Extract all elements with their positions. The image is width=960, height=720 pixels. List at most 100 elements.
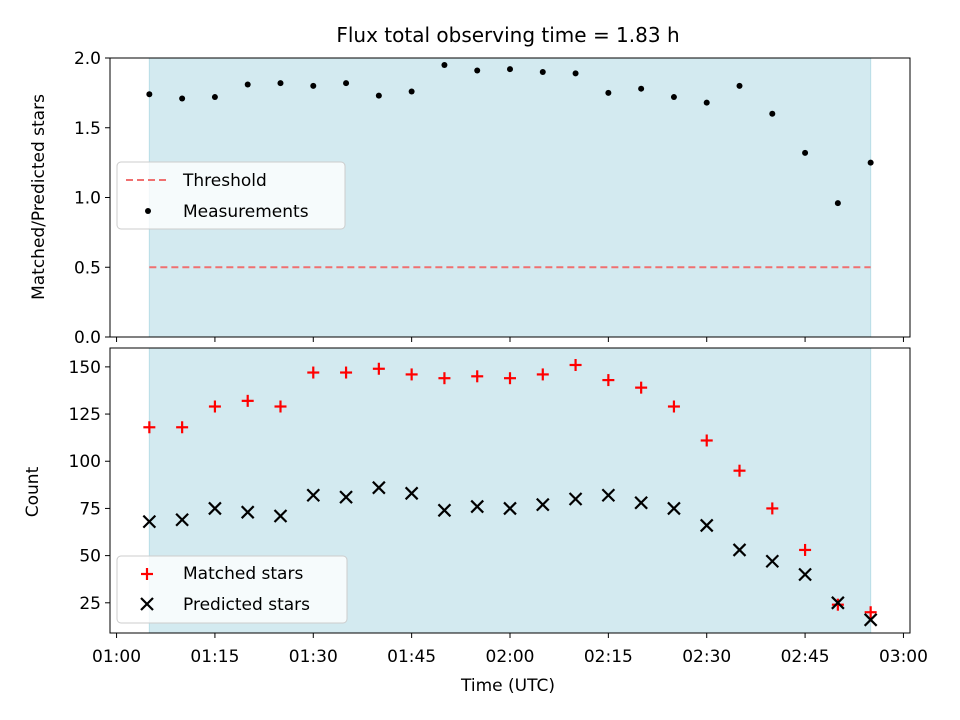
predicted-star-point bbox=[339, 490, 353, 504]
measurement-point bbox=[605, 89, 612, 96]
bottom-y-ticks: 25 50 75 100 125 150 bbox=[69, 358, 110, 614]
measurement-point bbox=[703, 99, 710, 106]
matched-star-point bbox=[438, 372, 451, 385]
predicted-star-d2 bbox=[339, 490, 353, 504]
matched-star-point bbox=[471, 370, 484, 383]
top-legend: Threshold Measurements bbox=[116, 161, 346, 230]
predicted-star-d2 bbox=[667, 501, 681, 516]
predicted-star-d2 bbox=[175, 512, 189, 527]
predicted-star-point bbox=[798, 567, 812, 582]
top-panel: 0.0 0.5 1.0 1.5 2.0 Flux total observing tim… bbox=[29, 23, 911, 348]
predicted-star-d2 bbox=[142, 514, 157, 529]
predicted-star-d2 bbox=[798, 567, 812, 582]
predicted-star-point bbox=[306, 488, 321, 502]
matched-star-point bbox=[569, 358, 582, 371]
predicted-star-point bbox=[437, 503, 452, 518]
measurement-point bbox=[211, 94, 218, 101]
predicted-star-point bbox=[634, 495, 648, 510]
bottom-y-tick-label: 75 bbox=[79, 499, 101, 519]
measurement-points bbox=[146, 61, 874, 207]
legend-threshold-label: Threshold bbox=[182, 171, 267, 191]
matched-star-point bbox=[864, 606, 877, 619]
matched-star-point bbox=[799, 543, 812, 556]
bottom-y-tick-label: 125 bbox=[69, 405, 101, 425]
matched-star-point bbox=[831, 598, 844, 611]
predicted-star-d2 bbox=[634, 495, 648, 510]
legend-measurements-swatch bbox=[145, 208, 151, 214]
top-title: Flux total observing time = 1.83 h bbox=[336, 23, 679, 47]
predicted-star-d2 bbox=[831, 596, 845, 610]
predicted-star-d2 bbox=[503, 501, 517, 516]
predicted-star-point bbox=[240, 505, 255, 519]
bottom-x-tick-label: 02:45 bbox=[781, 647, 830, 667]
measurement-point bbox=[441, 61, 448, 68]
predicted-star-d2 bbox=[732, 543, 747, 557]
predicted-star-d2 bbox=[240, 505, 255, 519]
matched-star-point bbox=[733, 464, 746, 477]
predicted-star-point bbox=[273, 509, 288, 523]
predicted-star-point bbox=[208, 501, 222, 516]
predicted-star-point bbox=[142, 514, 157, 529]
bottom-y-tick-label: 150 bbox=[69, 358, 101, 378]
matched-star-point bbox=[176, 421, 189, 434]
legend-matched-label: Matched stars bbox=[183, 564, 303, 584]
matched-star-point bbox=[504, 372, 516, 385]
measurement-point bbox=[179, 95, 186, 102]
bottom-legend-box bbox=[116, 555, 348, 624]
predicted-star-d2 bbox=[536, 497, 550, 512]
bottom-x-tick-label: 03:00 bbox=[879, 647, 928, 667]
matched-star-point bbox=[274, 400, 287, 413]
bottom-x-tick-label: 01:00 bbox=[92, 647, 141, 667]
predicted-star-d2 bbox=[273, 509, 288, 523]
predicted-star-d2 bbox=[601, 488, 616, 502]
bottom-x-tick-label: 01:15 bbox=[190, 647, 239, 667]
top-y-axis-label: Matched/Predicted stars bbox=[29, 94, 49, 300]
top-y-ticks: 0.0 0.5 1.0 1.5 2.0 bbox=[74, 49, 110, 348]
predicted-star-point bbox=[732, 543, 747, 557]
top-y-tick-label: 1.5 bbox=[74, 119, 101, 139]
measurement-point bbox=[375, 92, 382, 99]
matched-star-point bbox=[766, 502, 779, 515]
matched-star-point bbox=[635, 381, 648, 394]
predicted-star-point bbox=[404, 486, 419, 501]
measurement-point bbox=[244, 81, 251, 88]
bottom-y-tick-label: 50 bbox=[79, 547, 101, 567]
matched-star-point bbox=[372, 362, 385, 375]
measurement-point bbox=[408, 88, 415, 95]
matched-star-point bbox=[307, 366, 320, 379]
predicted-star-point bbox=[831, 596, 845, 610]
predicted-star-d2 bbox=[765, 554, 780, 569]
predicted-star-point bbox=[470, 499, 484, 514]
measurement-point bbox=[146, 91, 153, 98]
predicted-star-d2 bbox=[470, 499, 484, 514]
matched-star-point bbox=[405, 368, 418, 381]
matched-star-point bbox=[536, 368, 549, 381]
bottom-panel: 25 50 75 100 125 150 01:00 01:15 01:30 01:45 02:0… bbox=[23, 347, 928, 696]
predicted-star-point bbox=[667, 501, 681, 516]
top-y-tick-label: 0.0 bbox=[74, 328, 101, 348]
bottom-y-tick-label: 100 bbox=[69, 452, 101, 472]
predicted-star-point bbox=[601, 488, 616, 502]
bottom-x-tick-label: 02:15 bbox=[584, 647, 633, 667]
predicted-star-d2 bbox=[372, 480, 386, 495]
predicted-star-d2 bbox=[863, 613, 878, 627]
predicted-star-point bbox=[372, 480, 386, 495]
measurement-point bbox=[343, 80, 350, 87]
measurement-point bbox=[507, 66, 513, 73]
legend-measurements-label: Measurements bbox=[183, 202, 309, 222]
predicted-star-point bbox=[536, 497, 550, 512]
top-y-tick-label: 0.5 bbox=[74, 258, 101, 278]
predicted-star-d2 bbox=[208, 501, 222, 516]
bottom-y-axis-label: Count bbox=[23, 466, 43, 517]
measurement-point bbox=[474, 67, 481, 74]
top-y-tick-label: 1.0 bbox=[74, 189, 101, 209]
bottom-x-tick-label: 02:00 bbox=[486, 647, 535, 667]
predicted-star-d2 bbox=[404, 486, 419, 501]
top-x-ticks bbox=[116, 337, 904, 342]
bottom-x-tick-label: 02:30 bbox=[682, 647, 731, 667]
measurement-point bbox=[834, 200, 841, 207]
measurement-point bbox=[277, 80, 284, 87]
legend-matched-swatch bbox=[141, 568, 153, 580]
predicted-star-d2 bbox=[568, 492, 583, 506]
